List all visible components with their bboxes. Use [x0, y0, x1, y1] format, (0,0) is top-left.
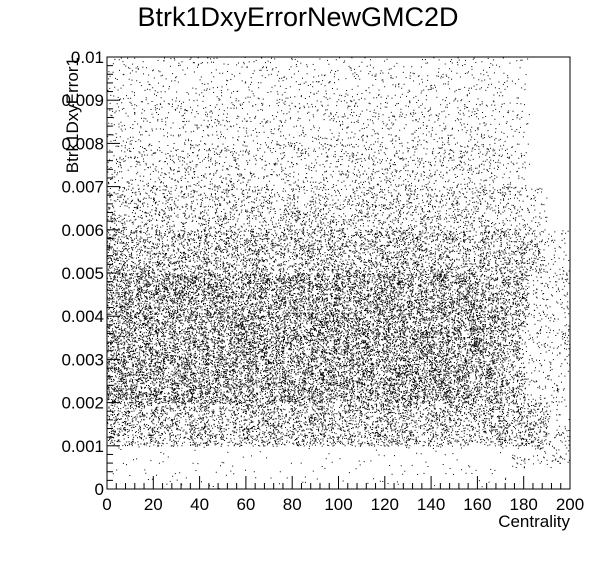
- y-tick-label: 0.004: [61, 307, 104, 326]
- y-tick-label: 0: [95, 480, 104, 499]
- x-tick-label: 180: [510, 495, 538, 514]
- y-tick-label: 0.009: [61, 91, 104, 110]
- y-tick-label: 0.001: [61, 437, 104, 456]
- chart-title: Btrk1DxyErrorNewGMC2D: [137, 2, 459, 32]
- y-tick-label: 0.007: [61, 178, 104, 197]
- x-axis-title: Centrality: [498, 512, 570, 531]
- x-tick-label: 0: [102, 495, 111, 514]
- x-tick-label: 140: [417, 495, 445, 514]
- scatter-point-cloud: [107, 57, 570, 489]
- x-tick-label: 80: [283, 495, 302, 514]
- x-tick-label: 60: [236, 495, 255, 514]
- y-axis-title: Btrk1DxyError1: [63, 57, 82, 173]
- scatter-points: [107, 57, 570, 489]
- y-tick-label: 0.006: [61, 221, 104, 240]
- x-tick-label: 120: [371, 495, 399, 514]
- x-tick-label: 20: [144, 495, 163, 514]
- x-tick-label: 200: [556, 495, 584, 514]
- y-tick-label: 0.008: [61, 134, 104, 153]
- x-tick-label: 40: [190, 495, 209, 514]
- x-tick-label: 100: [324, 495, 352, 514]
- y-tick-label: 0.003: [61, 350, 104, 369]
- y-tick-label: 0.002: [61, 394, 104, 413]
- y-tick-label: 0.005: [61, 264, 104, 283]
- x-tick-label: 160: [463, 495, 491, 514]
- y-tick-label: 0.01: [71, 48, 104, 67]
